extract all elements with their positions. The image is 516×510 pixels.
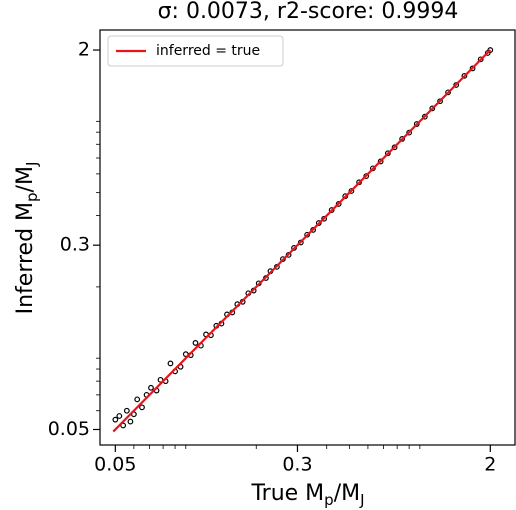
point bbox=[112, 416, 119, 423]
point bbox=[487, 47, 494, 53]
point bbox=[348, 188, 355, 194]
line bbox=[112, 49, 492, 433]
point bbox=[139, 404, 145, 411]
point bbox=[445, 89, 451, 96]
point bbox=[167, 360, 174, 367]
point bbox=[192, 340, 199, 346]
point bbox=[342, 193, 349, 200]
y-tick-label: 0.05 bbox=[48, 418, 90, 440]
point bbox=[384, 150, 391, 157]
point bbox=[116, 413, 123, 419]
point bbox=[134, 396, 141, 403]
point bbox=[406, 129, 413, 136]
point bbox=[304, 231, 311, 238]
legend-frame bbox=[107, 35, 284, 67]
point bbox=[297, 239, 304, 246]
point bbox=[391, 144, 398, 151]
point bbox=[421, 113, 428, 120]
point bbox=[310, 227, 317, 233]
point bbox=[377, 158, 384, 165]
point bbox=[429, 105, 436, 112]
x-tick-label: 2 bbox=[484, 454, 496, 476]
y-tick-label: 0.3 bbox=[60, 234, 90, 256]
point bbox=[321, 215, 328, 222]
axes-frame bbox=[99, 29, 516, 446]
x-tick-label: 0.3 bbox=[282, 454, 312, 476]
point bbox=[291, 245, 297, 251]
point bbox=[335, 201, 342, 207]
point bbox=[356, 179, 362, 186]
point bbox=[453, 82, 460, 88]
y-tick-label: 2 bbox=[78, 39, 90, 61]
point bbox=[363, 173, 370, 180]
x-axis-label: True Mp/MJ bbox=[250, 481, 364, 509]
point bbox=[413, 121, 420, 127]
point bbox=[461, 72, 468, 79]
point bbox=[127, 418, 134, 425]
point bbox=[469, 65, 476, 72]
y-axis-label: Inferred Mp/MJ bbox=[13, 162, 41, 315]
point bbox=[437, 98, 443, 105]
point bbox=[328, 207, 335, 213]
point bbox=[477, 56, 484, 63]
point bbox=[399, 136, 406, 142]
point bbox=[148, 384, 154, 391]
chart-title: σ: 0.0073, r2-score: 0.9994 bbox=[158, 0, 459, 24]
point bbox=[123, 407, 130, 414]
legend-label: inferred = true bbox=[156, 43, 260, 59]
point bbox=[315, 220, 322, 226]
point bbox=[369, 165, 376, 172]
x-tick-label: 0.05 bbox=[94, 454, 136, 476]
